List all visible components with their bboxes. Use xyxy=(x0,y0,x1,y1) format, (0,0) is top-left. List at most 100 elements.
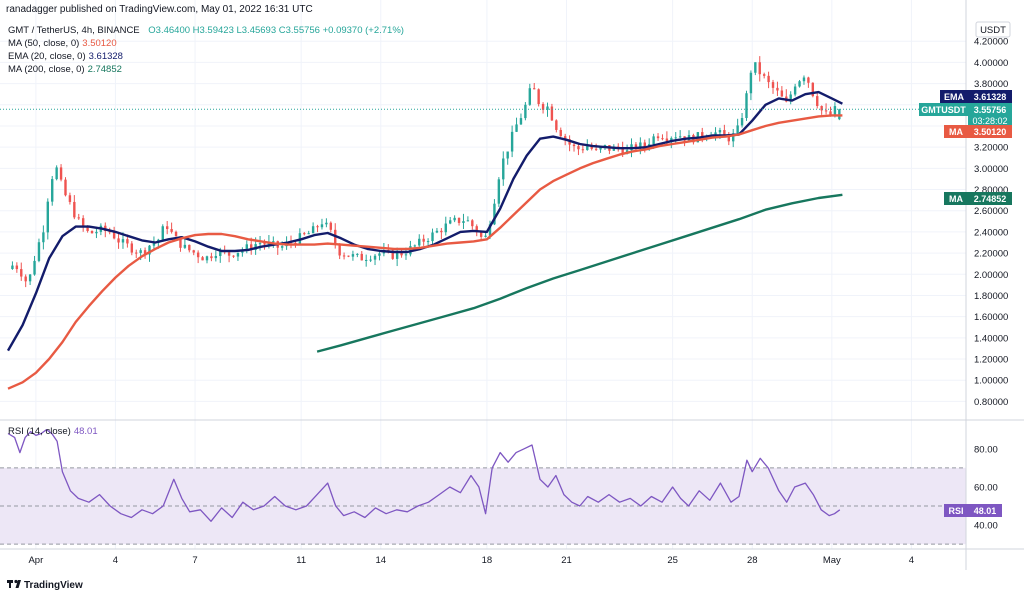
candle-up xyxy=(307,233,310,235)
candle-down xyxy=(727,134,730,142)
candle-down xyxy=(634,144,638,148)
candle-down xyxy=(391,250,394,259)
candle-up xyxy=(219,250,222,256)
candle-up xyxy=(793,86,797,95)
candle-up xyxy=(674,137,677,139)
candle-up xyxy=(714,132,717,136)
candle-up xyxy=(426,241,430,243)
time-tick-label: 11 xyxy=(296,555,306,566)
symbol-title[interactable]: GMT / TetherUS, 4h, BINANCE xyxy=(8,25,140,36)
candle-down xyxy=(550,106,554,121)
candle-up xyxy=(161,226,164,240)
currency-badge[interactable]: USDT xyxy=(975,21,1011,38)
time-tick-label: 4 xyxy=(113,555,118,566)
candle-down xyxy=(263,243,266,245)
price-tick-label: 1.60000 xyxy=(974,312,1008,323)
candle-down xyxy=(15,265,19,270)
symbol-tag-countdown: 03:28:02 xyxy=(972,116,1007,126)
indicator-lines xyxy=(6,90,843,522)
candle-up xyxy=(95,231,98,234)
candle-down xyxy=(165,226,169,230)
price-tick-label: 2.60000 xyxy=(974,206,1008,217)
rsi-pane xyxy=(0,467,966,545)
candle-up xyxy=(678,136,682,138)
candle-up xyxy=(364,259,368,261)
candle-up xyxy=(732,133,735,142)
rsi-legend[interactable]: RSI (14, close) 48.01 xyxy=(8,426,98,437)
rsi-tag-value: 48.01 xyxy=(974,506,997,516)
candle-down xyxy=(201,257,204,261)
candle-up xyxy=(395,251,399,259)
candle-down xyxy=(59,167,63,180)
candle-up xyxy=(502,158,505,180)
candle-down xyxy=(471,220,474,227)
tradingview-logo-icon xyxy=(7,579,21,588)
candle-up xyxy=(139,250,142,253)
price-tick-label: 1.20000 xyxy=(974,355,1008,366)
candle-down xyxy=(126,239,129,244)
candle-up xyxy=(488,224,492,236)
candle-down xyxy=(537,89,540,105)
candle-down xyxy=(829,111,832,116)
time-axis: Apr 4 7 11 14 18 21 25 28 May 4 xyxy=(28,555,914,566)
candle-up xyxy=(51,179,54,202)
candle-down xyxy=(643,142,646,147)
candle-up xyxy=(798,81,801,87)
candle-down xyxy=(170,229,173,232)
ma50-tag-label: MA xyxy=(949,127,963,137)
candle-up xyxy=(325,222,328,225)
indicator-line xyxy=(316,193,843,353)
rsi-value-tag: RSI 48.01 xyxy=(944,504,1002,517)
price-tick-label: 2.80000 xyxy=(974,185,1008,196)
ema-tag-label: EMA xyxy=(944,92,965,102)
candle-up xyxy=(280,246,284,248)
tradingview-brand: TradingView xyxy=(24,580,83,591)
price-tick-label: 1.00000 xyxy=(974,376,1008,387)
candle-up xyxy=(754,62,757,73)
candle-down xyxy=(179,236,182,248)
candle-down xyxy=(135,252,138,254)
candle-up xyxy=(11,265,14,269)
candle-up xyxy=(33,260,36,275)
ma50-legend[interactable]: MA (50, close, 0) 3.50120 xyxy=(8,38,117,49)
candle-up xyxy=(493,203,496,225)
candle-down xyxy=(174,231,178,237)
candle-down xyxy=(820,106,823,111)
ma50-legend-label: MA (50, close, 0) xyxy=(8,38,80,49)
ema20-legend[interactable]: EMA (20, close, 0) 3.61328 xyxy=(8,51,123,62)
candle-down xyxy=(767,75,770,83)
rsi-tag-label: RSI xyxy=(948,506,963,516)
rsi-tick-label: 80.00 xyxy=(974,444,998,455)
symbol-price-tag: GMTUSDT 3.55756 03:28:02 xyxy=(919,103,1012,127)
indicator-line xyxy=(7,114,843,390)
candle-down xyxy=(665,138,669,142)
candle-up xyxy=(515,124,518,132)
candle-down xyxy=(824,110,828,112)
ma200-price-tag: MA 2.74852 xyxy=(944,192,1012,205)
candle-down xyxy=(771,82,775,88)
candle-down xyxy=(316,226,319,228)
candle-up xyxy=(718,130,722,133)
ema-price-tag: EMA 3.61328 xyxy=(940,90,1012,103)
candle-down xyxy=(811,82,815,97)
candle-down xyxy=(20,269,23,277)
time-tick-label: 18 xyxy=(482,555,493,566)
candle-down xyxy=(479,232,483,237)
candle-down xyxy=(196,252,200,258)
candle-down xyxy=(90,230,94,234)
tradingview-logo[interactable]: TradingView xyxy=(7,579,83,591)
candle-up xyxy=(245,244,248,251)
candle-down xyxy=(232,255,235,257)
price-tick-label: 4.20000 xyxy=(974,37,1008,48)
currency-label: USDT xyxy=(980,25,1006,36)
candle-down xyxy=(400,251,403,256)
candle-down xyxy=(347,255,350,257)
candle-down xyxy=(533,88,536,90)
publisher-line: ranadagger published on TradingView.com,… xyxy=(6,4,313,15)
candle-up xyxy=(413,245,417,247)
time-tick-label: 25 xyxy=(667,555,678,566)
candle-down xyxy=(577,146,580,150)
ma200-legend[interactable]: MA (200, close, 0) 2.74852 xyxy=(8,64,122,75)
rsi-axis: 80.00 60.00 40.00 xyxy=(974,444,998,531)
